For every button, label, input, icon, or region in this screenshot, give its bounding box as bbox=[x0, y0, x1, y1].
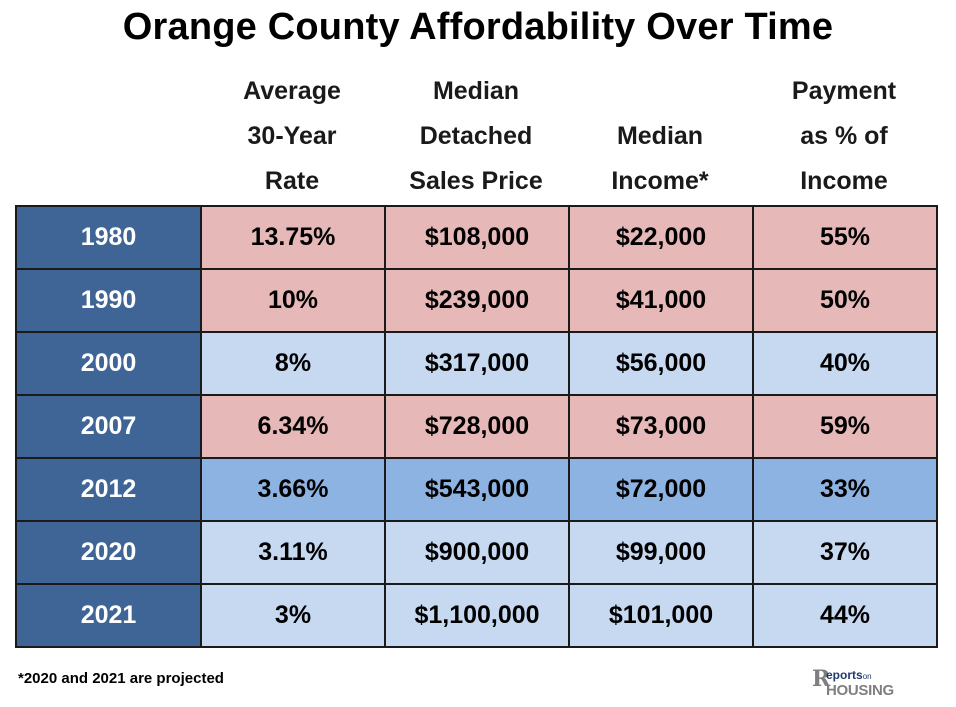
payment-cell: 59% bbox=[752, 394, 938, 459]
price-cell: $543,000 bbox=[384, 457, 570, 522]
header-income-line-2: Income* bbox=[611, 167, 709, 195]
rate-cell: 3.11% bbox=[200, 520, 386, 585]
table-row: 1990 10% $239,000 $41,000 50% bbox=[15, 268, 938, 333]
payment-cell: 37% bbox=[752, 520, 938, 585]
rate-cell: 13.75% bbox=[200, 205, 386, 270]
price-cell: $317,000 bbox=[384, 331, 570, 396]
logo-on-word: on bbox=[862, 672, 872, 681]
rate-cell: 3.66% bbox=[200, 457, 386, 522]
year-cell: 2021 bbox=[15, 583, 202, 648]
header-price: Median Detached Sales Price bbox=[384, 69, 568, 204]
payment-cell: 40% bbox=[752, 331, 938, 396]
rate-cell: 8% bbox=[200, 331, 386, 396]
table-row: 1980 13.75% $108,000 $22,000 55% bbox=[15, 205, 938, 270]
year-cell: 2012 bbox=[15, 457, 202, 522]
payment-cell: 55% bbox=[752, 205, 938, 270]
rate-cell: 6.34% bbox=[200, 394, 386, 459]
year-cell: 2007 bbox=[15, 394, 202, 459]
header-rate-line-3: Rate bbox=[264, 167, 320, 195]
income-cell: $72,000 bbox=[568, 457, 754, 522]
logo-top-word: eports bbox=[826, 668, 863, 682]
footnote: *2020 and 2021 are projected bbox=[18, 670, 224, 687]
price-cell: $239,000 bbox=[384, 268, 570, 333]
header-rate-line-2: 30-Year bbox=[247, 122, 337, 150]
table-row: 2021 3% $1,100,000 $101,000 44% bbox=[15, 583, 938, 648]
income-cell: $22,000 bbox=[568, 205, 754, 270]
column-headers: Average 30-Year Rate Median Detached Sal… bbox=[0, 76, 956, 204]
header-price-line-1: Median bbox=[432, 77, 520, 105]
income-cell: $41,000 bbox=[568, 268, 754, 333]
year-cell: 1990 bbox=[15, 268, 202, 333]
table-row: 2020 3.11% $900,000 $99,000 37% bbox=[15, 520, 938, 585]
header-payment: Payment as % of Income bbox=[752, 69, 936, 204]
price-cell: $108,000 bbox=[384, 205, 570, 270]
income-cell: $56,000 bbox=[568, 331, 754, 396]
header-price-line-3: Sales Price bbox=[409, 167, 543, 195]
payment-cell: 50% bbox=[752, 268, 938, 333]
income-cell: $73,000 bbox=[568, 394, 754, 459]
logo-top-text: eportson bbox=[826, 668, 872, 682]
income-cell: $99,000 bbox=[568, 520, 754, 585]
payment-cell: 33% bbox=[752, 457, 938, 522]
rate-cell: 3% bbox=[200, 583, 386, 648]
header-income-line-1: Median bbox=[616, 122, 704, 150]
year-cell: 2000 bbox=[15, 331, 202, 396]
header-rate: Average 30-Year Rate bbox=[200, 69, 384, 204]
logo-mark-icon: R bbox=[812, 666, 831, 692]
header-payment-line-3: Income bbox=[800, 167, 888, 195]
table-row: 2000 8% $317,000 $56,000 40% bbox=[15, 331, 938, 396]
header-rate-line-1: Average bbox=[243, 77, 341, 105]
header-payment-line-1: Payment bbox=[791, 77, 897, 105]
affordability-table: 1980 13.75% $108,000 $22,000 55% 1990 10% $239,… bbox=[15, 205, 938, 648]
year-cell: 1980 bbox=[15, 205, 202, 270]
page-title: Orange County Affordability Over Time bbox=[122, 6, 834, 48]
year-cell: 2020 bbox=[15, 520, 202, 585]
rate-cell: 10% bbox=[200, 268, 386, 333]
table-row: 2007 6.34% $728,000 $73,000 59% bbox=[15, 394, 938, 459]
table-row: 2012 3.66% $543,000 $72,000 33% bbox=[15, 457, 938, 522]
header-price-line-2: Detached bbox=[419, 122, 533, 150]
logo-bottom-text: HOUSING bbox=[826, 682, 894, 699]
header-payment-line-2: as % of bbox=[800, 122, 888, 150]
header-income: Median Income* bbox=[568, 114, 752, 204]
reports-on-housing-logo: R eportson HOUSING bbox=[812, 664, 912, 704]
income-cell: $101,000 bbox=[568, 583, 754, 648]
table-body: 1980 13.75% $108,000 $22,000 55% 1990 10% $239,… bbox=[15, 205, 938, 648]
price-cell: $900,000 bbox=[384, 520, 570, 585]
payment-cell: 44% bbox=[752, 583, 938, 648]
price-cell: $728,000 bbox=[384, 394, 570, 459]
price-cell: $1,100,000 bbox=[384, 583, 570, 648]
